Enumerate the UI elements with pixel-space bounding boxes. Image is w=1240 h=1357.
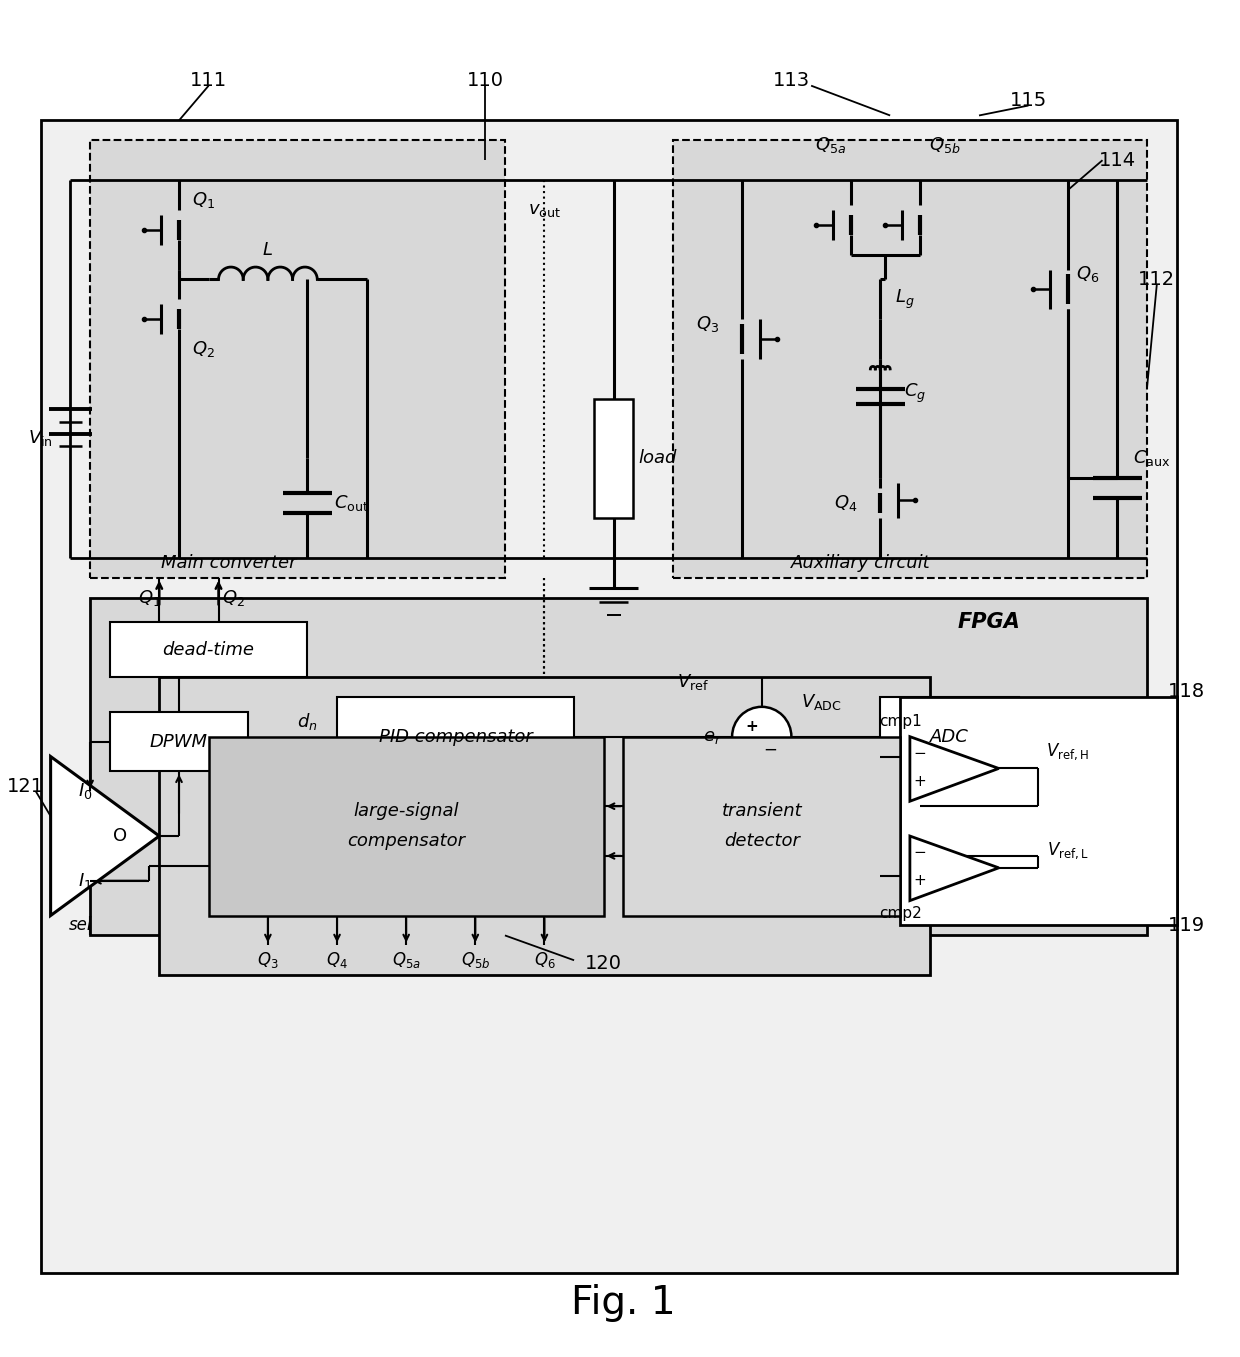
Text: 110: 110 (466, 71, 503, 90)
Text: detector: detector (724, 832, 800, 849)
Text: $Q_{5a}$: $Q_{5a}$ (816, 136, 847, 155)
Bar (594, 399, 634, 518)
Bar (673, 140, 1147, 578)
Text: $e_r$: $e_r$ (703, 727, 722, 745)
Bar (880, 697, 1018, 776)
Bar (110, 712, 248, 771)
Polygon shape (910, 836, 998, 901)
Bar (337, 697, 574, 776)
Bar (159, 677, 930, 976)
Text: FPGA: FPGA (957, 612, 1021, 632)
Text: $Q_4$: $Q_4$ (835, 493, 857, 513)
Text: $Q_{5b}$: $Q_{5b}$ (929, 136, 960, 155)
Text: $Q_{5a}$: $Q_{5a}$ (392, 950, 420, 970)
Text: $v_\mathrm{out}$: $v_\mathrm{out}$ (528, 201, 560, 218)
Polygon shape (51, 756, 159, 916)
Text: $C_g$: $C_g$ (904, 383, 926, 406)
Text: $Q_2$: $Q_2$ (192, 339, 216, 360)
Text: $C_\mathrm{aux}$: $C_\mathrm{aux}$ (1133, 448, 1171, 468)
Text: $Q_1$: $Q_1$ (138, 588, 161, 608)
Text: $-$: $-$ (913, 844, 926, 859)
Text: cmp1: cmp1 (879, 714, 921, 729)
Text: large-signal: large-signal (353, 802, 459, 820)
Text: $I_0$: $I_0$ (78, 782, 93, 801)
Text: $Q_6$: $Q_6$ (1076, 265, 1100, 285)
Text: compensator: compensator (347, 832, 465, 849)
Text: 118: 118 (1168, 683, 1205, 702)
Text: $+$: $+$ (913, 773, 926, 788)
Text: transient: transient (722, 802, 802, 820)
Text: $I_1$: $I_1$ (78, 871, 92, 890)
Text: dead-time: dead-time (162, 641, 254, 660)
Text: $V_\mathrm{ref}$: $V_\mathrm{ref}$ (677, 672, 708, 692)
Text: cmp2: cmp2 (879, 906, 921, 921)
Text: 120: 120 (585, 954, 622, 973)
Polygon shape (910, 737, 998, 801)
Bar (91, 597, 1147, 935)
Text: $Q_4$: $Q_4$ (326, 950, 348, 970)
Text: $Q_{5b}$: $Q_{5b}$ (460, 950, 490, 970)
Text: 121: 121 (7, 776, 45, 795)
Text: O: O (113, 826, 126, 845)
Text: 114: 114 (1099, 151, 1136, 170)
Text: $Q_3$: $Q_3$ (696, 315, 719, 334)
Text: 119: 119 (1168, 916, 1205, 935)
Text: $V_\mathrm{ref,H}$: $V_\mathrm{ref,H}$ (1047, 741, 1090, 761)
Text: sel: sel (68, 916, 92, 935)
Bar (208, 737, 604, 916)
Text: Main converter: Main converter (161, 554, 296, 571)
Text: load: load (639, 449, 677, 467)
Text: $V_\mathrm{in}$: $V_\mathrm{in}$ (29, 429, 53, 448)
Text: 113: 113 (773, 71, 810, 90)
Text: $Q_2$: $Q_2$ (222, 588, 244, 608)
Circle shape (732, 707, 791, 767)
Text: $-$: $-$ (913, 744, 926, 759)
Bar (624, 737, 900, 916)
Text: Fig. 1: Fig. 1 (572, 1284, 676, 1322)
Text: 111: 111 (190, 71, 227, 90)
Text: 115: 115 (1009, 91, 1047, 110)
Text: PID compensator: PID compensator (378, 727, 532, 745)
Bar (110, 623, 308, 677)
Bar (900, 697, 1177, 925)
Bar (41, 121, 1177, 1273)
Text: $Q_3$: $Q_3$ (257, 950, 279, 970)
Text: $+$: $+$ (913, 874, 926, 889)
Text: $L$: $L$ (263, 240, 273, 259)
Text: $Q_6$: $Q_6$ (533, 950, 556, 970)
Text: $V_\mathrm{ADC}$: $V_\mathrm{ADC}$ (801, 692, 842, 712)
Text: 112: 112 (1138, 270, 1176, 289)
Text: $d_n$: $d_n$ (298, 711, 317, 733)
Text: $Q_1$: $Q_1$ (192, 190, 216, 210)
Text: $C_\mathrm{out}$: $C_\mathrm{out}$ (335, 493, 370, 513)
Text: $V_\mathrm{ref,L}$: $V_\mathrm{ref,L}$ (1047, 840, 1089, 862)
Text: $L_g$: $L_g$ (895, 288, 915, 311)
Text: Auxiliary circuit: Auxiliary circuit (791, 554, 930, 571)
Text: ADC: ADC (930, 727, 968, 745)
Text: DPWM: DPWM (150, 733, 208, 750)
Text: $-$: $-$ (763, 740, 776, 757)
Text: +: + (745, 719, 758, 734)
Bar (91, 140, 505, 578)
